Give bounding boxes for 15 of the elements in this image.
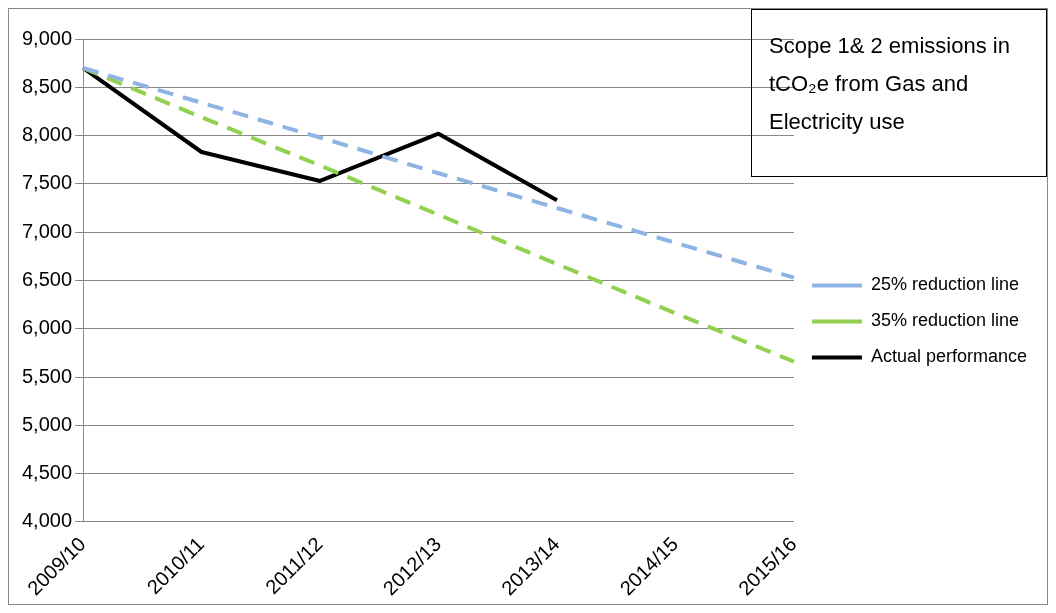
legend-label: 25% reduction line bbox=[870, 274, 1020, 295]
y-tick-label: 5,000 bbox=[21, 412, 73, 435]
y-tick-label: 6,500 bbox=[21, 267, 73, 290]
text: Scope 1& 2 emissions in tCO₂e from Gas and Electricity use bbox=[768, 32, 1011, 136]
y-tick-label: 6,000 bbox=[21, 316, 73, 339]
legend-label: Actual performance bbox=[870, 346, 1027, 367]
legend-label: 35% reduction line bbox=[870, 310, 1020, 331]
y-tick-label: 5,500 bbox=[21, 364, 73, 387]
y-tick-label: 4,000 bbox=[21, 509, 73, 532]
y-tick-label: 4,500 bbox=[21, 461, 73, 484]
y-tick-label: 7,000 bbox=[21, 219, 73, 242]
y-tick-label: 9,000 bbox=[21, 26, 73, 49]
y-tick-label: 8,000 bbox=[21, 123, 73, 146]
y-tick-label: 8,500 bbox=[21, 74, 73, 97]
y-tick-label: 7,500 bbox=[21, 171, 73, 194]
